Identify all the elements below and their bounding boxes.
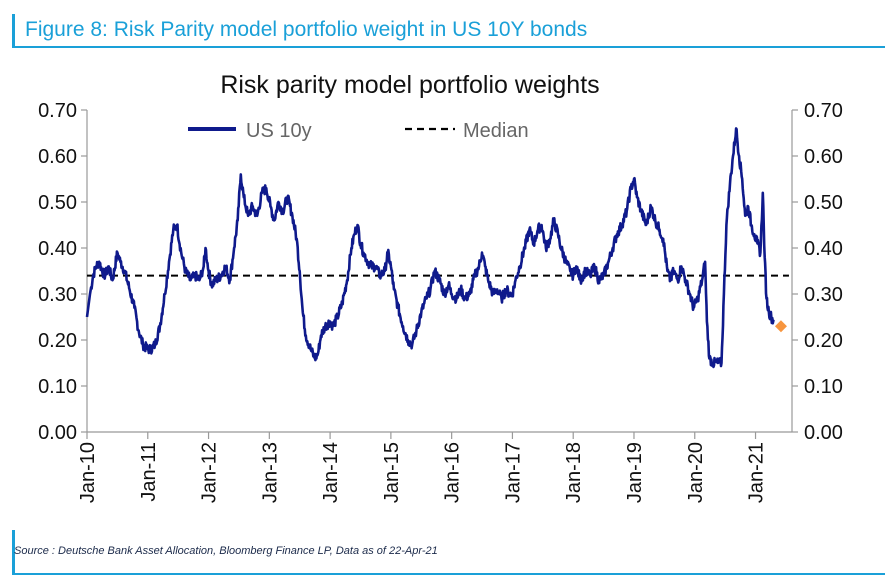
x-tick-label: Jan-18 bbox=[563, 442, 585, 503]
legend: US 10y Median bbox=[188, 120, 529, 142]
y-tick-label-left: 0.40 bbox=[38, 238, 77, 260]
figure-heading: Figure 8: Risk Parity model portfolio we… bbox=[25, 18, 588, 41]
figure-footer-bar bbox=[12, 530, 888, 575]
legend-label-us10y: US 10y bbox=[246, 120, 312, 142]
y-tick-label-left: 0.30 bbox=[38, 284, 77, 306]
y-tick-label-right: 0.30 bbox=[804, 284, 843, 306]
x-tick-label: Jan-12 bbox=[199, 442, 221, 503]
y-tick-label-left: 0.70 bbox=[38, 100, 77, 122]
y-tick-label-right: 0.70 bbox=[804, 100, 843, 122]
y-tick-label-right: 0.10 bbox=[804, 376, 843, 398]
chart-title: Risk parity model portfolio weights bbox=[220, 71, 599, 99]
y-tick-label-left: 0.10 bbox=[38, 376, 77, 398]
line-chart: Risk parity model portfolio weights 0.00… bbox=[38, 71, 843, 503]
x-tick-label: Jan-14 bbox=[320, 442, 342, 503]
y-tick-label-left: 0.20 bbox=[38, 330, 77, 352]
heading-rule bbox=[12, 46, 885, 48]
y-tick-label-right: 0.40 bbox=[804, 238, 843, 260]
series-line-us10y bbox=[85, 127, 775, 369]
y-tick-label-right: 0.20 bbox=[804, 330, 843, 352]
y-tick-label-left: 0.50 bbox=[38, 192, 77, 214]
axes: 0.00 0.00 0.10 0.10 0.20 0.20 0.30 0.30 0.40 0.40… bbox=[38, 100, 843, 503]
x-tick-label: Jan-11 bbox=[138, 442, 160, 502]
latest-point-marker bbox=[774, 320, 787, 333]
y-tick-label-right: 0.60 bbox=[804, 146, 843, 168]
y-tick-label-right: 0.00 bbox=[804, 422, 843, 444]
y-tick-label-left: 0.00 bbox=[38, 422, 77, 444]
x-tick-label: Jan-10 bbox=[77, 442, 99, 503]
y-tick-label-left: 0.60 bbox=[38, 146, 77, 168]
plot-area bbox=[85, 127, 789, 369]
x-tick-label: Jan-13 bbox=[259, 442, 281, 503]
figure-heading-bar: Figure 8: Risk Parity model portfolio we… bbox=[12, 14, 885, 48]
x-tick-label: Jan-19 bbox=[624, 442, 646, 503]
x-tick-label: Jan-20 bbox=[685, 442, 707, 503]
x-tick-label: Jan-16 bbox=[442, 442, 464, 503]
x-tick-label: Jan-17 bbox=[502, 442, 524, 503]
x-tick-label: Jan-15 bbox=[381, 442, 403, 503]
legend-label-median: Median bbox=[463, 120, 529, 142]
x-tick-label: Jan-21 bbox=[746, 442, 768, 503]
source-note: Source : Deutsche Bank Asset Allocation,… bbox=[14, 545, 438, 557]
footer-rule bbox=[12, 573, 885, 575]
y-tick-label-right: 0.50 bbox=[804, 192, 843, 214]
